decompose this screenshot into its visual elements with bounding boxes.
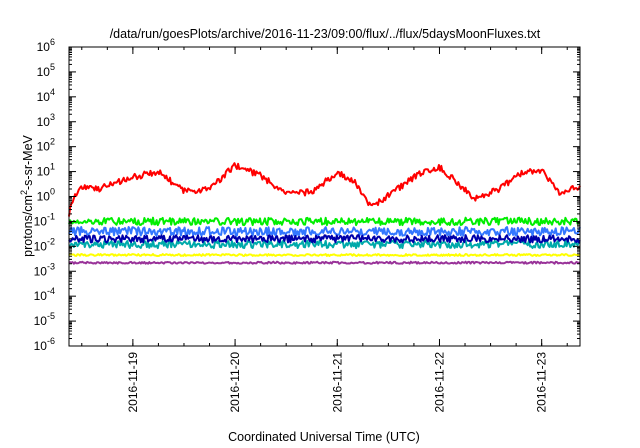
x-axis-label: Coordinated Universal Time (UTC) — [228, 430, 420, 444]
x-tick-label: 2016-11-19 — [126, 352, 140, 413]
y-axis-label: protons/cm2-s-sr-MeV — [19, 134, 35, 256]
x-axis: 2016-11-19 2016-11-20 2016-11-21 2016-11-22… — [81, 47, 568, 413]
y-axis-label-sup: 2 — [19, 190, 29, 195]
y-tick-label: 10-4 — [34, 286, 55, 303]
y-tick-label: 100 — [37, 187, 55, 204]
x-tick-label: 2016-11-22 — [432, 352, 446, 413]
y-axis-label-rest: -s-sr-MeV — [21, 134, 35, 190]
series-line — [68, 260, 581, 265]
y-tick-label: 105 — [37, 62, 55, 79]
y-axis: 10-6 10-5 10-4 10-3 10-2 10-1 100 101 102 103 104 1… — [34, 37, 580, 353]
y-tick-label: 10-6 — [34, 336, 55, 353]
series-line — [68, 216, 581, 227]
chart-title: /data/run/goesPlots/archive/2016-11-23/0… — [110, 27, 541, 41]
y-tick-label: 102 — [37, 137, 55, 154]
series-line — [69, 239, 581, 250]
y-tick-label: 101 — [37, 162, 55, 179]
y-tick-label: 10-3 — [34, 261, 55, 278]
y-axis-label-base: protons/cm — [21, 195, 35, 257]
y-tick-label: 104 — [37, 87, 55, 104]
x-tick-label: 2016-11-23 — [535, 352, 549, 413]
y-tick-label: 10-2 — [34, 236, 55, 253]
series-line — [68, 253, 581, 257]
x-tick-label: 2016-11-20 — [228, 352, 242, 413]
y-tick-label: 106 — [37, 37, 55, 54]
y-tick-label: 10-5 — [34, 311, 55, 328]
plot-frame — [68, 46, 581, 347]
series-line — [68, 226, 581, 237]
series-layer — [68, 162, 581, 265]
y-tick-label: 103 — [37, 112, 55, 129]
y-tick-label: 10-1 — [34, 211, 55, 228]
series-line — [68, 162, 581, 217]
series-line — [68, 234, 581, 244]
x-tick-label: 2016-11-21 — [330, 352, 344, 413]
